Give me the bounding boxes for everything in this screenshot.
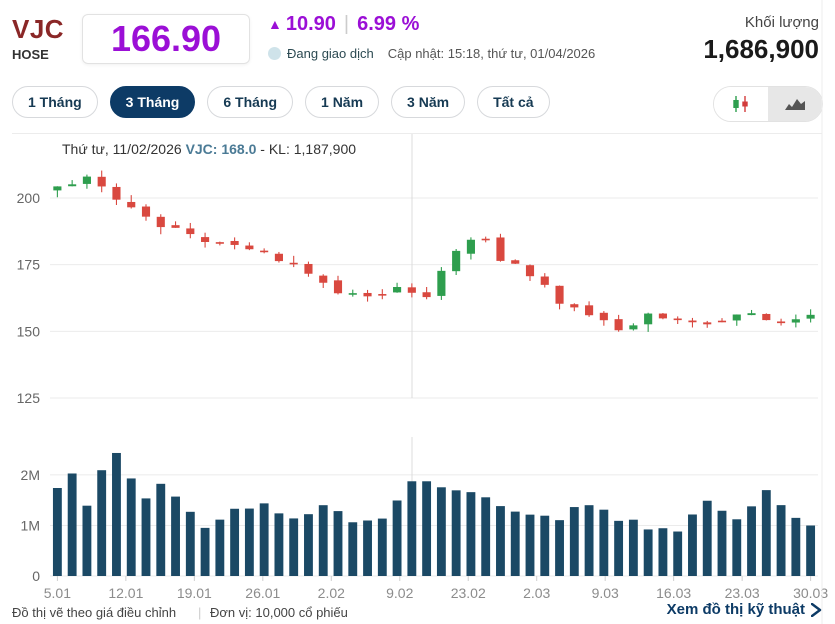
- svg-text:9.02: 9.02: [386, 585, 413, 601]
- svg-text:2.02: 2.02: [318, 585, 345, 601]
- svg-text:26.01: 26.01: [245, 585, 280, 601]
- svg-text:175: 175: [17, 257, 41, 273]
- svg-text:150: 150: [17, 323, 41, 339]
- svg-text:30.03: 30.03: [793, 585, 828, 601]
- svg-text:1M: 1M: [21, 517, 40, 533]
- svg-text:200: 200: [17, 190, 41, 206]
- svg-text:2M: 2M: [21, 467, 40, 483]
- svg-text:12.01: 12.01: [108, 585, 143, 601]
- svg-text:5.01: 5.01: [44, 585, 71, 601]
- svg-text:23.03: 23.03: [725, 585, 760, 601]
- svg-text:2.03: 2.03: [523, 585, 550, 601]
- svg-text:23.02: 23.02: [451, 585, 486, 601]
- svg-text:125: 125: [17, 390, 41, 406]
- svg-text:9.03: 9.03: [592, 585, 619, 601]
- svg-text:16.03: 16.03: [656, 585, 691, 601]
- svg-text:19.01: 19.01: [177, 585, 212, 601]
- svg-text:0: 0: [32, 568, 40, 584]
